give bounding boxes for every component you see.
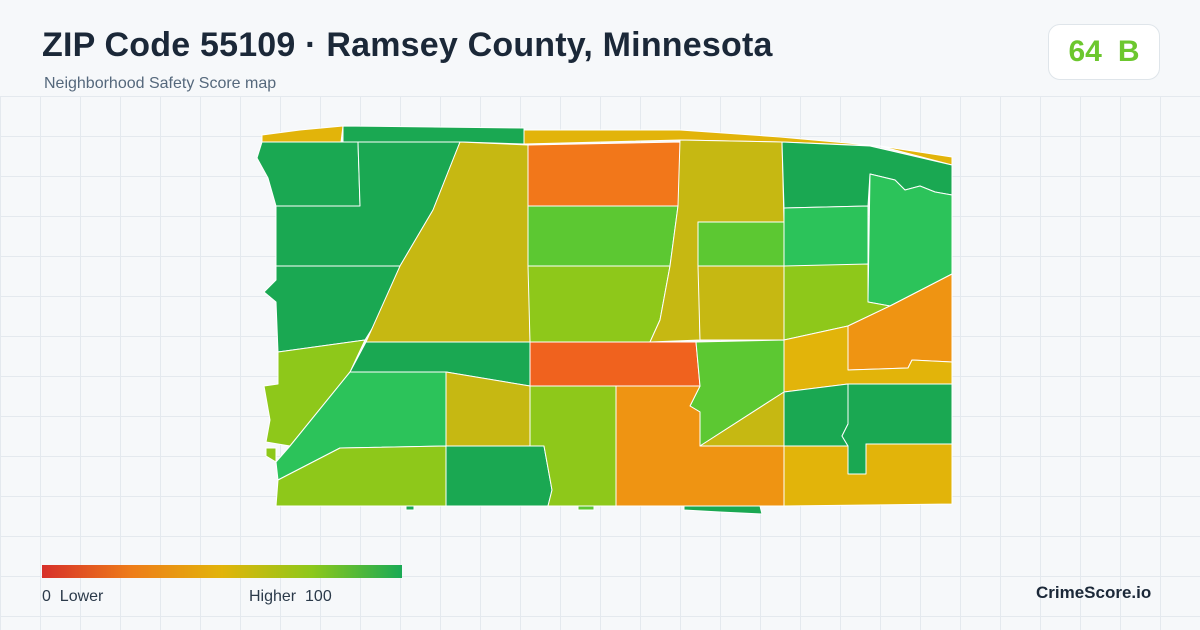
- map-region[interactable]: [275, 445, 447, 507]
- map-region[interactable]: [527, 141, 681, 207]
- map-region[interactable]: [783, 443, 953, 507]
- map-region[interactable]: [527, 205, 679, 267]
- map-region[interactable]: [261, 125, 344, 143]
- map-region[interactable]: [697, 221, 785, 267]
- legend-color-scale: [42, 565, 402, 578]
- safety-score-badge: 64 B: [1048, 24, 1160, 80]
- brand-logo-text: CrimeScore.io: [1036, 583, 1152, 602]
- legend-low-label: 0 Lower: [42, 588, 104, 605]
- map-region[interactable]: [263, 339, 366, 447]
- map-region[interactable]: [256, 141, 361, 207]
- page-subtitle: Neighborhood Safety Score map: [44, 75, 277, 92]
- map-region[interactable]: [697, 265, 785, 341]
- map-region[interactable]: [445, 445, 553, 507]
- legend-high-label: Higher 100: [249, 588, 332, 605]
- map-region[interactable]: [342, 125, 525, 145]
- map-region[interactable]: [265, 447, 277, 463]
- map-region[interactable]: [527, 265, 671, 343]
- map-region[interactable]: [683, 505, 763, 515]
- map-region[interactable]: [577, 505, 595, 511]
- map-region[interactable]: [405, 505, 415, 511]
- map-region[interactable]: [529, 341, 701, 387]
- score-value: 64: [1068, 35, 1102, 68]
- map-region[interactable]: [783, 383, 849, 447]
- page-title: ZIP Code 55109 · Ramsey County, Minnesot…: [42, 26, 773, 64]
- map-region[interactable]: [783, 205, 869, 267]
- score-grade: B: [1117, 35, 1140, 68]
